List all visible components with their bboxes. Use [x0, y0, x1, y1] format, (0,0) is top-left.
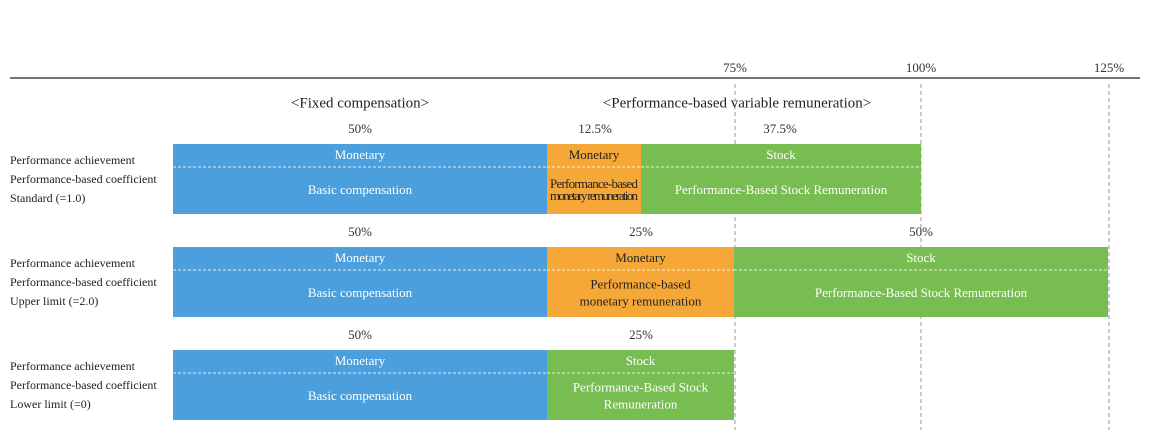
share-label: 50% [348, 327, 372, 342]
segment [173, 350, 547, 420]
segment [173, 144, 547, 214]
segment [547, 247, 734, 317]
axis-tick-label: 125% [1094, 60, 1125, 75]
segment [173, 247, 547, 317]
share-label: 25% [629, 327, 653, 342]
axis-tick-label: 100% [906, 60, 937, 75]
row-label: Performance achievement [10, 256, 136, 270]
share-label: 50% [909, 224, 933, 239]
share-label: 37.5% [763, 121, 797, 136]
segment-bottom-label: Performance-based [590, 276, 691, 291]
segment-top-label: Monetary [335, 353, 386, 368]
segment-top-label: Stock [766, 147, 796, 162]
segment-bottom-label: monetary remuneration [550, 188, 639, 203]
segment [734, 247, 1108, 317]
row-label: Performance-based coefficient [10, 275, 157, 289]
segment-top-label: Stock [906, 250, 936, 265]
row-label: Upper limit (=2.0) [10, 294, 98, 308]
share-label: 12.5% [578, 121, 612, 136]
segment-bottom-label: Performance-based [550, 176, 639, 191]
segment-bottom-label: monetary remuneration [580, 293, 702, 308]
share-label: 25% [629, 224, 653, 239]
share-label: 50% [348, 224, 372, 239]
segment [547, 144, 641, 214]
header: <Fixed compensation> [291, 95, 429, 111]
axis-tick-label: 75% [723, 60, 747, 75]
segment-bottom-label: Remuneration [604, 396, 678, 411]
segment-top-label: Monetary [615, 250, 666, 265]
row-label: Lower limit (=0) [10, 397, 91, 411]
share-label: 50% [348, 121, 372, 136]
segment-top-label: Monetary [335, 250, 386, 265]
row-label: Performance achievement [10, 153, 136, 167]
segment-bottom-label: Performance-Based Stock Remuneration [675, 182, 888, 197]
segment-bottom-label: Basic compensation [308, 285, 413, 300]
row-label: Performance achievement [10, 359, 136, 373]
segment-bottom-label: Performance-Based Stock Remuneration [815, 285, 1028, 300]
segment-top-label: Monetary [569, 147, 620, 162]
row-label: Standard (=1.0) [10, 191, 85, 205]
segment-bottom-label: Basic compensation [308, 182, 413, 197]
segment-bottom-label: Performance-Based Stock [573, 379, 709, 394]
row-label: Performance-based coefficient [10, 378, 157, 392]
segment-top-label: Monetary [335, 147, 386, 162]
segment [547, 350, 734, 420]
segment [641, 144, 921, 214]
segment-bottom-label: Basic compensation [308, 388, 413, 403]
segment-top-label: Stock [626, 353, 656, 368]
header: <Performance-based variable remuneration… [603, 95, 871, 111]
row-label: Performance-based coefficient [10, 172, 157, 186]
